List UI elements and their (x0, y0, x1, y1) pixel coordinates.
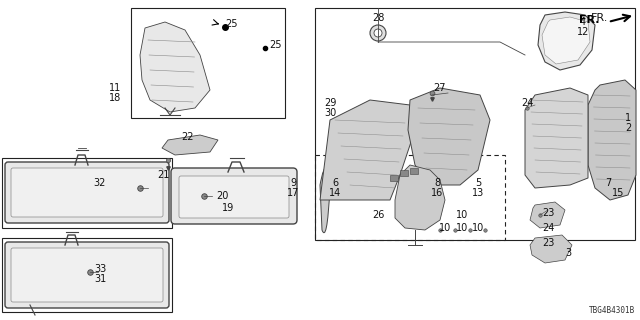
Bar (2, 238, 172, 312)
FancyBboxPatch shape (5, 242, 169, 308)
Text: 22: 22 (180, 132, 193, 142)
FancyBboxPatch shape (171, 168, 297, 224)
Text: 8: 8 (434, 178, 440, 188)
Text: 20: 20 (216, 191, 228, 201)
Polygon shape (408, 88, 490, 185)
FancyBboxPatch shape (5, 162, 169, 223)
Bar (410, 168, 418, 174)
Text: 6: 6 (332, 178, 338, 188)
Polygon shape (538, 12, 595, 70)
Polygon shape (530, 202, 565, 228)
Bar (315, 155, 505, 240)
Polygon shape (395, 165, 445, 230)
Polygon shape (320, 100, 415, 200)
Text: 1: 1 (625, 113, 631, 123)
Text: 11: 11 (109, 83, 121, 93)
Text: 23: 23 (542, 208, 554, 218)
FancyBboxPatch shape (179, 176, 289, 218)
Text: 24: 24 (542, 223, 554, 233)
Text: 25: 25 (226, 19, 238, 29)
Text: 12: 12 (577, 27, 589, 37)
Bar (131, 8, 285, 118)
Text: 10: 10 (439, 223, 451, 233)
Text: 3: 3 (565, 248, 571, 258)
FancyBboxPatch shape (11, 248, 163, 302)
Bar (315, 8, 635, 240)
Text: 9: 9 (290, 178, 296, 188)
Circle shape (374, 29, 382, 37)
Text: 19: 19 (222, 203, 234, 213)
Text: 23: 23 (542, 238, 554, 248)
Text: 10: 10 (472, 223, 484, 233)
Text: 7: 7 (605, 178, 611, 188)
Text: FR.: FR. (579, 15, 600, 25)
Text: 2: 2 (625, 123, 631, 133)
Text: 17: 17 (287, 188, 299, 198)
Text: 24: 24 (521, 98, 533, 108)
Text: 26: 26 (372, 210, 384, 220)
Text: 15: 15 (612, 188, 624, 198)
Text: 28: 28 (372, 13, 384, 23)
Bar (390, 175, 398, 181)
Text: 10: 10 (456, 223, 468, 233)
Polygon shape (525, 88, 588, 188)
Text: 31: 31 (94, 274, 106, 284)
FancyBboxPatch shape (11, 168, 163, 217)
Text: TBG4B4301B: TBG4B4301B (589, 306, 635, 315)
Text: 4: 4 (580, 17, 586, 27)
Bar (2, 158, 172, 228)
Circle shape (370, 25, 386, 41)
Bar (400, 170, 408, 176)
Text: 10: 10 (456, 210, 468, 220)
Text: 30: 30 (324, 108, 336, 118)
Text: 25: 25 (269, 40, 281, 50)
Text: 14: 14 (329, 188, 341, 198)
Text: 29: 29 (324, 98, 336, 108)
Text: 21: 21 (157, 170, 169, 180)
Polygon shape (588, 80, 636, 200)
Polygon shape (140, 22, 210, 112)
PathPatch shape (320, 169, 330, 233)
Text: 27: 27 (434, 83, 446, 93)
Text: 18: 18 (109, 93, 121, 103)
Polygon shape (162, 135, 218, 155)
Text: 16: 16 (431, 188, 443, 198)
Text: 13: 13 (472, 188, 484, 198)
Text: 5: 5 (475, 178, 481, 188)
Polygon shape (530, 235, 572, 263)
Text: 32: 32 (94, 178, 106, 188)
Text: FR.: FR. (591, 13, 609, 23)
Text: 33: 33 (94, 264, 106, 274)
Polygon shape (542, 17, 590, 64)
